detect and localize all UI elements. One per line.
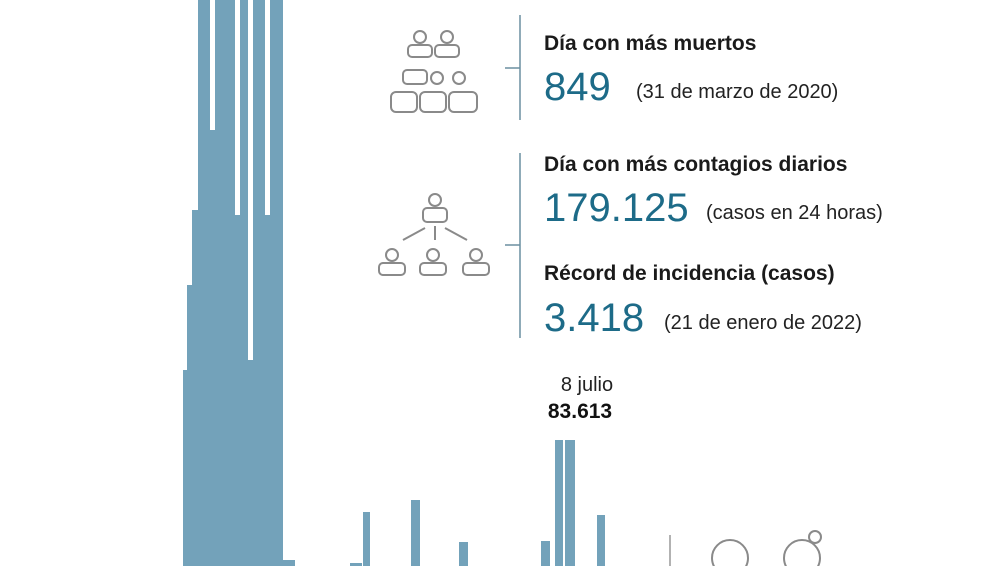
icon-group: [390, 30, 478, 113]
bar: [541, 541, 550, 566]
bar: [265, 215, 270, 566]
bar: [350, 563, 362, 566]
stat-value: 849: [544, 65, 611, 109]
bar: [270, 0, 283, 566]
annotation-value: 83.613: [548, 400, 612, 423]
brackets: [505, 15, 521, 338]
bar: [215, 0, 235, 566]
icon-spread: [378, 193, 490, 276]
bar: [210, 130, 215, 566]
bar: [283, 560, 295, 566]
bar: [565, 440, 575, 566]
bar: [363, 512, 370, 566]
stat-note: (21 de enero de 2022): [664, 312, 862, 334]
stat-value: 179.125: [544, 186, 689, 230]
stat-note: (31 de marzo de 2020): [636, 81, 838, 103]
bar: [253, 0, 265, 566]
bar: [459, 542, 468, 566]
bars: [183, 0, 671, 566]
icon-elderly: [711, 530, 822, 566]
annotation-date: 8 julio: [561, 374, 613, 396]
bar: [235, 215, 240, 566]
bar: [411, 500, 420, 566]
stat-label: Récord de incidencia (casos): [544, 262, 835, 285]
stat-note: (casos en 24 horas): [706, 202, 883, 224]
bar: [248, 360, 253, 566]
stat-label: Día con más muertos: [544, 32, 756, 55]
bar: [555, 440, 563, 566]
bar: [198, 0, 210, 566]
bar: [183, 370, 187, 566]
bar: [187, 285, 192, 566]
stat-value: 3.418: [544, 296, 644, 340]
bar: [597, 515, 605, 566]
stat-label: Día con más contagios diarios: [544, 153, 847, 176]
bar: [192, 210, 198, 566]
bar: [240, 0, 248, 566]
